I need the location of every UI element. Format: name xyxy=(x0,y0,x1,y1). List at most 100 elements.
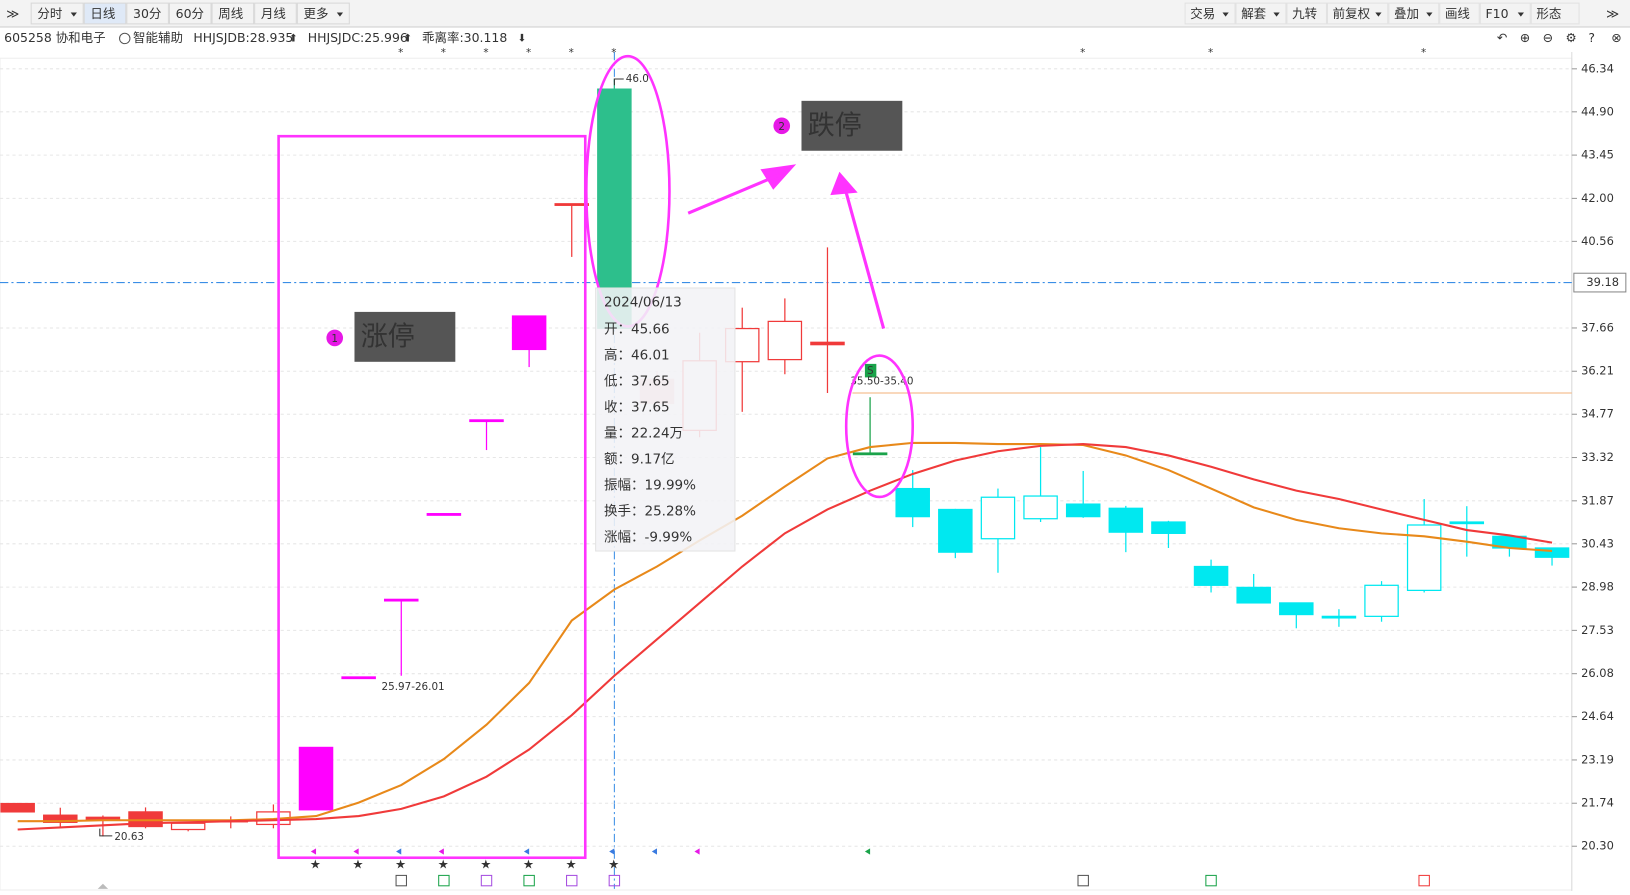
y-tick-label: 24.64 xyxy=(1581,709,1614,723)
price-label: 39.18 xyxy=(1586,275,1619,289)
assist-icon xyxy=(119,32,131,45)
tool-label[interactable]: 前复权 xyxy=(1333,6,1371,21)
marker: * xyxy=(398,47,403,59)
window-icon[interactable]: ↶ xyxy=(1497,30,1507,45)
assist-label[interactable]: 智能辅助 xyxy=(133,30,183,45)
event-icon[interactable] xyxy=(395,874,407,887)
tool-label[interactable]: 九转 xyxy=(1292,6,1317,21)
y-tick-label: 31.87 xyxy=(1581,493,1614,507)
tool-button[interactable] xyxy=(1439,2,1480,25)
tool-button[interactable] xyxy=(1479,2,1531,25)
candle-body xyxy=(1108,507,1144,533)
star: ★ xyxy=(523,857,534,872)
event-icon[interactable] xyxy=(1418,874,1430,887)
tool-label[interactable]: F10 xyxy=(1486,6,1509,21)
dropdown-caret xyxy=(1273,12,1280,17)
candle-body xyxy=(469,419,504,423)
tab-label[interactable]: 更多 xyxy=(304,6,329,21)
y-tick-label: 28.98 xyxy=(1581,580,1614,594)
callout-text: 涨停 xyxy=(361,321,415,352)
event-icon[interactable] xyxy=(1205,874,1217,887)
indicator-value: HHJSJDC:25.996 xyxy=(308,30,408,45)
candle-body xyxy=(1321,615,1357,619)
tooltip-value: -9.99% xyxy=(645,530,693,546)
tooltip xyxy=(595,287,736,552)
tab[interactable] xyxy=(168,2,212,25)
event-icon[interactable] xyxy=(438,874,450,887)
tool-button[interactable] xyxy=(1326,2,1389,25)
y-tick-label: 30.43 xyxy=(1581,536,1614,550)
tool-button[interactable] xyxy=(1530,2,1580,25)
y-tick-label: 36.21 xyxy=(1581,364,1614,378)
window-icon[interactable]: ? xyxy=(1588,30,1595,45)
y-tick-label: 23.19 xyxy=(1581,752,1614,766)
star: ★ xyxy=(310,857,321,872)
y-tick-label: 42.00 xyxy=(1581,191,1614,205)
candle-body xyxy=(341,676,376,680)
y-tick-label: 20.30 xyxy=(1581,839,1614,853)
tool-button[interactable] xyxy=(1388,2,1440,25)
expand-icon[interactable]: ≫ xyxy=(1606,6,1619,21)
tab-label[interactable]: 60分 xyxy=(176,6,204,21)
tab[interactable] xyxy=(126,2,169,25)
flag xyxy=(651,848,657,855)
tool-label[interactable]: 交易 xyxy=(1190,6,1215,21)
marker: * xyxy=(441,47,446,59)
tool-button[interactable] xyxy=(1235,2,1287,25)
star: ★ xyxy=(395,857,406,872)
y-tick-label: 40.56 xyxy=(1581,234,1614,248)
star: ★ xyxy=(438,857,449,872)
flag xyxy=(523,848,530,855)
tab[interactable] xyxy=(30,2,84,25)
tab[interactable] xyxy=(211,2,255,25)
candle-body xyxy=(895,487,930,518)
tool-label[interactable]: 叠加 xyxy=(1394,6,1419,21)
flag xyxy=(438,848,444,855)
window-icon[interactable]: ⊖ xyxy=(1543,30,1553,45)
trend-arrow: ⬇ xyxy=(518,32,527,44)
signal-badge xyxy=(864,363,877,378)
tab-label[interactable]: 周线 xyxy=(218,6,243,21)
y-tick-label: 37.66 xyxy=(1581,320,1614,334)
event-icon[interactable] xyxy=(523,874,535,887)
bracket xyxy=(99,828,113,837)
y-tick-label: 44.90 xyxy=(1581,104,1614,118)
star: ★ xyxy=(566,857,577,872)
tab-label[interactable]: 日线 xyxy=(90,6,115,21)
candle-body xyxy=(767,320,803,361)
star: ★ xyxy=(352,857,363,872)
callout-number: 2 xyxy=(778,121,785,133)
candle-body xyxy=(1236,586,1271,604)
candle-body xyxy=(298,746,334,811)
tool-button[interactable] xyxy=(1184,2,1236,25)
window-icon[interactable]: ⊗ xyxy=(1611,30,1621,45)
event-icon[interactable] xyxy=(480,874,493,887)
ma-line xyxy=(17,443,1553,831)
tab[interactable] xyxy=(83,2,127,25)
window-icon[interactable]: ⚙ xyxy=(1566,30,1577,45)
flag xyxy=(353,848,359,855)
tool-label[interactable]: 解套 xyxy=(1241,6,1266,21)
marker: * xyxy=(526,47,531,59)
tool-label[interactable]: 画线 xyxy=(1445,6,1470,21)
tab-label[interactable]: 分时 xyxy=(37,6,62,21)
event-icon[interactable] xyxy=(1077,874,1089,887)
event-icon[interactable] xyxy=(566,874,578,887)
annotation: S xyxy=(867,365,874,377)
tool-button[interactable] xyxy=(1286,2,1327,25)
dropdown-caret xyxy=(1375,12,1382,17)
tab-label[interactable]: 30分 xyxy=(133,6,161,21)
tab-label[interactable]: 月线 xyxy=(261,6,286,21)
indicator-value: 乖离率:30.118 xyxy=(422,30,507,45)
window-icon[interactable]: ⊕ xyxy=(1520,30,1530,45)
tooltip-label: 振幅： xyxy=(604,478,644,494)
dropdown-caret xyxy=(70,12,77,17)
event-icon[interactable] xyxy=(608,874,621,887)
tab[interactable] xyxy=(254,2,297,25)
callout-box xyxy=(354,311,456,362)
tool-label[interactable]: 形态 xyxy=(1536,6,1561,21)
tab[interactable] xyxy=(296,2,350,25)
collapse-icon[interactable]: ≫ xyxy=(6,6,19,21)
tooltip-label: 额： xyxy=(604,452,631,468)
